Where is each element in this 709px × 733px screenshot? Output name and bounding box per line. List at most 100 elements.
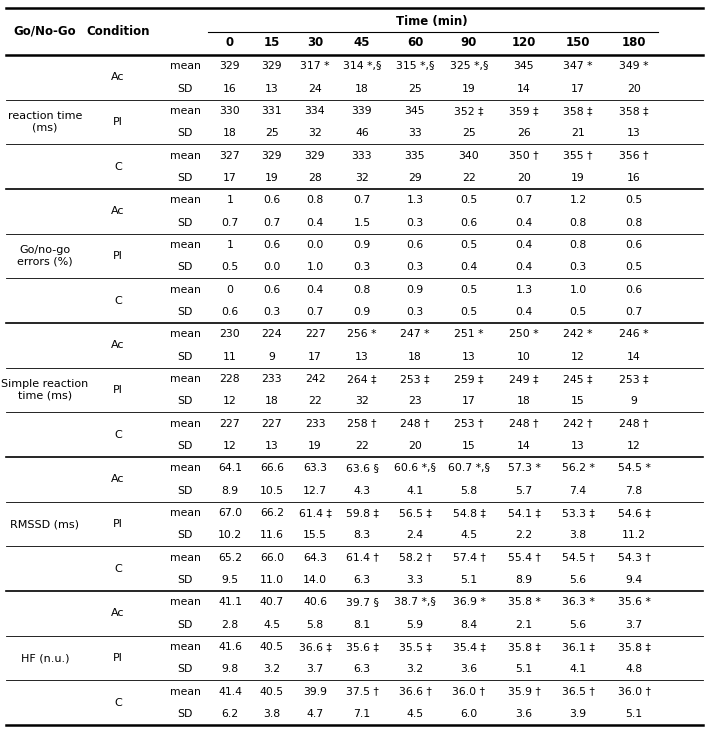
Text: 330: 330 — [220, 106, 240, 116]
Text: mean: mean — [169, 240, 201, 250]
Text: 35.6 *: 35.6 * — [618, 597, 650, 607]
Text: 9.5: 9.5 — [221, 575, 238, 585]
Text: 15: 15 — [264, 37, 280, 50]
Text: mean: mean — [169, 419, 201, 429]
Text: 1: 1 — [227, 195, 233, 205]
Text: 41.4: 41.4 — [218, 687, 242, 696]
Text: 1.0: 1.0 — [569, 284, 586, 295]
Text: 4.5: 4.5 — [406, 709, 423, 719]
Text: 7.1: 7.1 — [354, 709, 371, 719]
Text: 59.8 ‡: 59.8 ‡ — [345, 508, 379, 517]
Text: 25: 25 — [462, 128, 476, 138]
Text: 4.5: 4.5 — [460, 530, 478, 540]
Text: SD: SD — [177, 84, 193, 94]
Text: 13: 13 — [462, 352, 476, 361]
Text: 12.7: 12.7 — [303, 485, 327, 496]
Text: mean: mean — [169, 687, 201, 696]
Text: 4.7: 4.7 — [306, 709, 323, 719]
Text: 245 ‡: 245 ‡ — [563, 374, 593, 384]
Text: SD: SD — [177, 218, 193, 227]
Text: 36.3 *: 36.3 * — [562, 597, 594, 607]
Text: 253 ‡: 253 ‡ — [619, 374, 649, 384]
Text: 0.4: 0.4 — [515, 307, 532, 317]
Text: 12: 12 — [223, 441, 237, 451]
Text: mean: mean — [169, 150, 201, 161]
Text: 54.5 †: 54.5 † — [562, 553, 594, 562]
Text: 58.2 †: 58.2 † — [398, 553, 432, 562]
Text: 253 †: 253 † — [454, 419, 484, 429]
Text: 0.7: 0.7 — [221, 218, 239, 227]
Text: 39.9: 39.9 — [303, 687, 327, 696]
Text: 54.5 *: 54.5 * — [618, 463, 650, 474]
Text: Pl: Pl — [113, 117, 123, 127]
Text: 5.1: 5.1 — [460, 575, 478, 585]
Text: 248 †: 248 † — [401, 419, 430, 429]
Text: 247 *: 247 * — [401, 329, 430, 339]
Text: mean: mean — [169, 553, 201, 562]
Text: 32: 32 — [355, 396, 369, 406]
Text: 325 *,§: 325 *,§ — [450, 61, 489, 71]
Text: SD: SD — [177, 307, 193, 317]
Text: 339: 339 — [352, 106, 372, 116]
Text: 0.3: 0.3 — [406, 262, 423, 272]
Text: 9: 9 — [630, 396, 637, 406]
Text: HF (n.u.): HF (n.u.) — [21, 653, 69, 663]
Text: 150: 150 — [566, 37, 591, 50]
Text: 41.1: 41.1 — [218, 597, 242, 607]
Text: 26: 26 — [517, 128, 531, 138]
Text: Ac: Ac — [111, 340, 125, 350]
Text: 60: 60 — [407, 37, 423, 50]
Text: 5.7: 5.7 — [515, 485, 532, 496]
Text: 358 ‡: 358 ‡ — [563, 106, 593, 116]
Text: 1.0: 1.0 — [306, 262, 323, 272]
Text: 3.9: 3.9 — [569, 709, 586, 719]
Text: 11.6: 11.6 — [260, 530, 284, 540]
Text: SD: SD — [177, 709, 193, 719]
Text: 36.9 *: 36.9 * — [452, 597, 486, 607]
Text: 35.6 ‡: 35.6 ‡ — [345, 642, 379, 652]
Text: 35.9 †: 35.9 † — [508, 687, 540, 696]
Text: reaction time
(ms): reaction time (ms) — [8, 111, 82, 133]
Text: 6.2: 6.2 — [221, 709, 238, 719]
Text: 18: 18 — [223, 128, 237, 138]
Text: 54.8 ‡: 54.8 ‡ — [452, 508, 486, 517]
Text: 224: 224 — [262, 329, 282, 339]
Text: C: C — [114, 295, 122, 306]
Text: mean: mean — [169, 106, 201, 116]
Text: 14: 14 — [517, 84, 531, 94]
Text: 36.0 †: 36.0 † — [452, 687, 486, 696]
Text: 0.3: 0.3 — [353, 262, 371, 272]
Text: 0.9: 0.9 — [353, 307, 371, 317]
Text: 25: 25 — [408, 84, 422, 94]
Text: 0.7: 0.7 — [263, 218, 281, 227]
Text: 61.4 ‡: 61.4 ‡ — [298, 508, 331, 517]
Text: SD: SD — [177, 619, 193, 630]
Text: 315 *,§: 315 *,§ — [396, 61, 434, 71]
Text: 32: 32 — [355, 173, 369, 183]
Text: 329: 329 — [220, 61, 240, 71]
Text: 8.1: 8.1 — [354, 619, 371, 630]
Text: 14.0: 14.0 — [303, 575, 327, 585]
Text: 0.5: 0.5 — [460, 240, 478, 250]
Text: 228: 228 — [220, 374, 240, 384]
Text: 5.6: 5.6 — [569, 619, 586, 630]
Text: 3.8: 3.8 — [264, 709, 281, 719]
Text: 0: 0 — [226, 284, 233, 295]
Text: 227: 227 — [305, 329, 325, 339]
Text: 64.3: 64.3 — [303, 553, 327, 562]
Text: Ac: Ac — [111, 73, 125, 82]
Text: 0.0: 0.0 — [306, 240, 324, 250]
Text: 0.5: 0.5 — [460, 307, 478, 317]
Text: 3.6: 3.6 — [460, 664, 478, 674]
Text: 0.3: 0.3 — [263, 307, 281, 317]
Text: 19: 19 — [571, 173, 585, 183]
Text: Go/no-go
errors (%): Go/no-go errors (%) — [17, 246, 73, 267]
Text: SD: SD — [177, 128, 193, 138]
Text: 334: 334 — [305, 106, 325, 116]
Text: 0.4: 0.4 — [460, 262, 478, 272]
Text: 60.7 *,§: 60.7 *,§ — [448, 463, 490, 474]
Text: 242 *: 242 * — [563, 329, 593, 339]
Text: 4.3: 4.3 — [354, 485, 371, 496]
Text: 349 *: 349 * — [619, 61, 649, 71]
Text: 233: 233 — [262, 374, 282, 384]
